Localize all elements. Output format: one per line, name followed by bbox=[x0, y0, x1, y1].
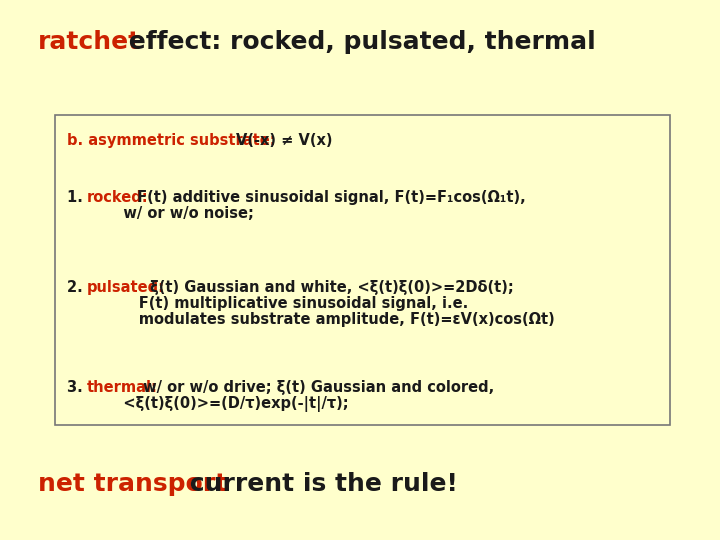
Text: rocked:: rocked: bbox=[86, 190, 148, 205]
Text: 3.: 3. bbox=[67, 380, 88, 395]
Bar bbox=[55, 115, 670, 425]
Text: 2.: 2. bbox=[67, 280, 88, 295]
Text: <ξ(t)ξ(0)>=(D/τ)exp(-|t|/τ);: <ξ(t)ξ(0)>=(D/τ)exp(-|t|/τ); bbox=[67, 396, 348, 412]
Text: b. asymmetric substrate:: b. asymmetric substrate: bbox=[67, 133, 286, 148]
Text: current is the rule!: current is the rule! bbox=[181, 472, 458, 496]
Text: net transport: net transport bbox=[38, 472, 227, 496]
Text: w/ or w/o noise;: w/ or w/o noise; bbox=[67, 206, 254, 221]
Text: pulsated:: pulsated: bbox=[86, 280, 164, 295]
Text: modulates substrate amplitude, F(t)=εV(x)cos(Ωt): modulates substrate amplitude, F(t)=εV(x… bbox=[67, 312, 554, 327]
Text: F(t) additive sinusoidal signal, F(t)=F₁cos(Ω₁t),: F(t) additive sinusoidal signal, F(t)=F₁… bbox=[132, 190, 526, 205]
Text: w/ or w/o drive; ξ(t) Gaussian and colored,: w/ or w/o drive; ξ(t) Gaussian and color… bbox=[138, 380, 495, 395]
Text: ratchet: ratchet bbox=[38, 30, 141, 54]
Text: thermal:: thermal: bbox=[86, 380, 158, 395]
Text: V(-x) ≠ V(x): V(-x) ≠ V(x) bbox=[236, 133, 333, 148]
Text: ξ(t) Gaussian and white, <ξ(t)ξ(0)>=2Dδ(t);: ξ(t) Gaussian and white, <ξ(t)ξ(0)>=2Dδ(… bbox=[145, 280, 514, 295]
Text: 1.: 1. bbox=[67, 190, 88, 205]
Text: effect: rocked, pulsated, thermal: effect: rocked, pulsated, thermal bbox=[120, 30, 595, 54]
Text: F(t) multiplicative sinusoidal signal, i.e.: F(t) multiplicative sinusoidal signal, i… bbox=[67, 296, 468, 311]
